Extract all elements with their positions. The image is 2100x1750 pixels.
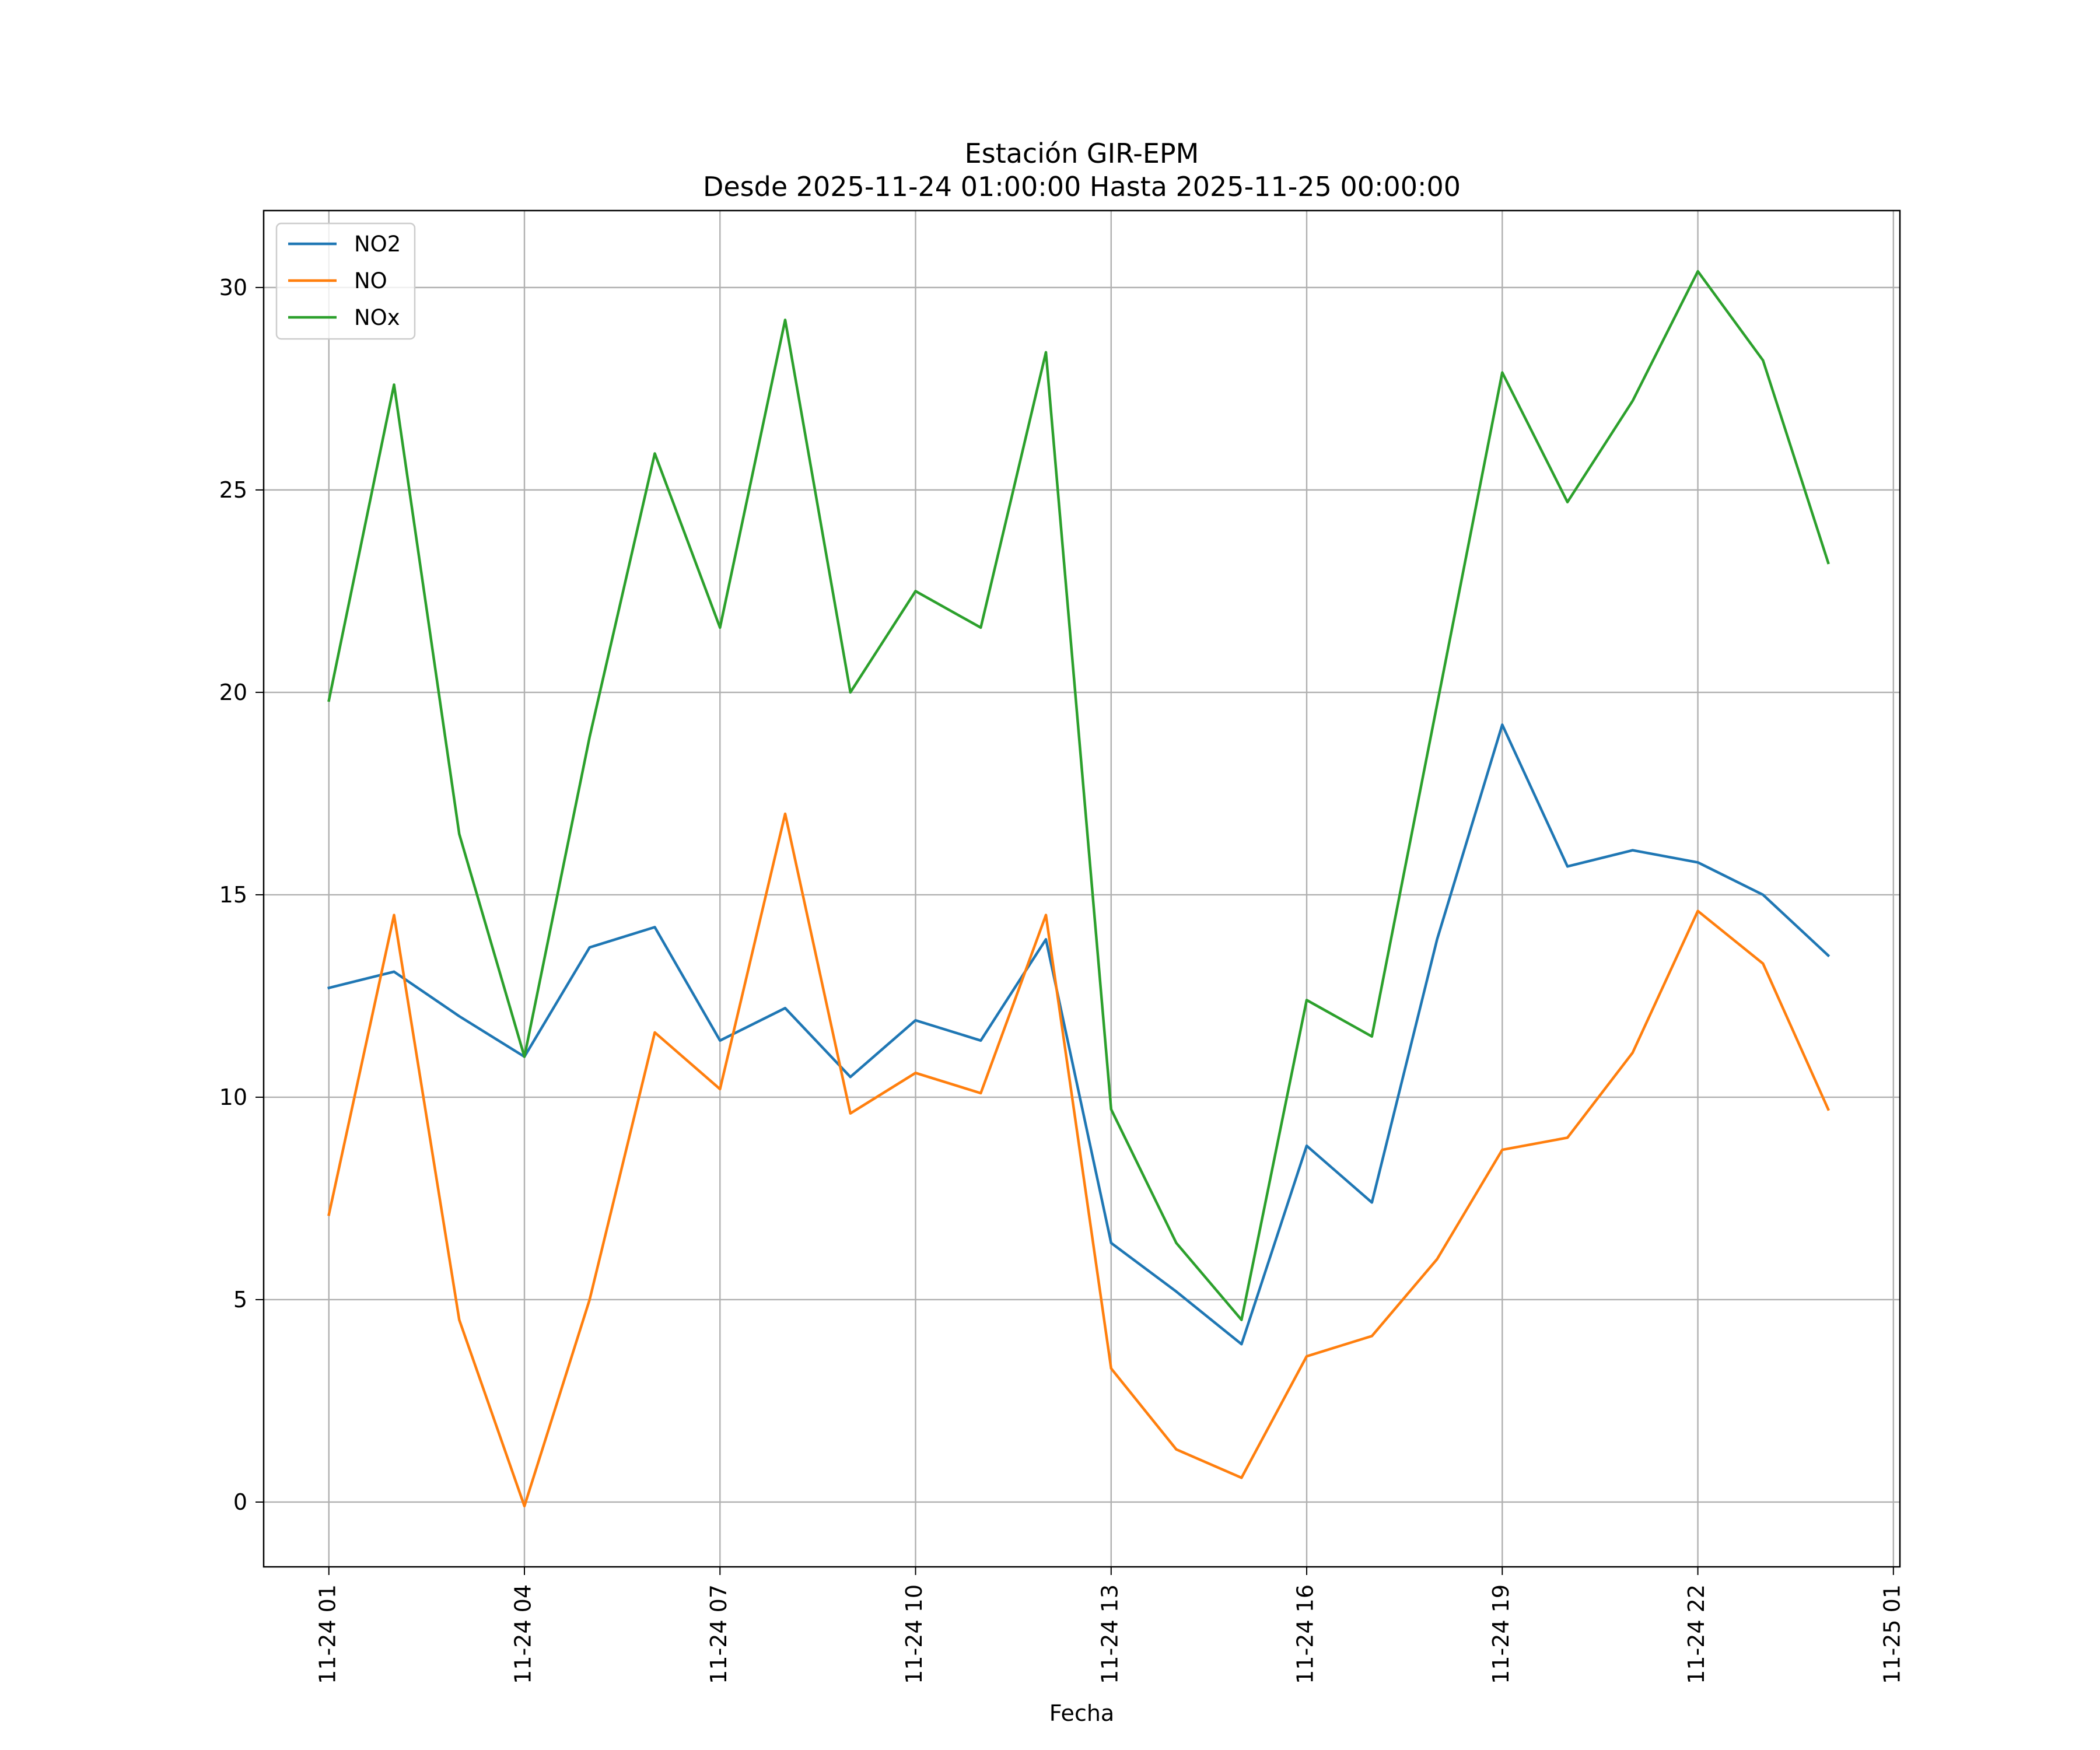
legend-box — [275, 222, 416, 340]
grid-layer — [264, 211, 1900, 1567]
x-tick-label: 11-24 22 — [1684, 1584, 1709, 1684]
y-tick-label: 0 — [233, 1489, 247, 1515]
y-tick-label: 5 — [233, 1287, 247, 1312]
legend-label-no: NO — [354, 268, 387, 293]
y-tick-label: 30 — [219, 275, 247, 300]
tick-layer: 11-24 01 11-24 04 11-24 07 11-24 10 11-24 13… — [219, 275, 1905, 1684]
plot-area-frame — [262, 209, 1901, 1568]
legend-label-nox: NOx — [354, 305, 400, 330]
chart-subtitle: Desde 2025-11-24 01:00:00 Hasta 2025-11-… — [703, 171, 1461, 202]
series-layer — [327, 270, 1831, 1508]
series-line-no — [327, 812, 1831, 1508]
x-tick-label: 11-24 13 — [1097, 1584, 1122, 1684]
x-tick-label: 11-24 04 — [510, 1584, 536, 1684]
x-tick-label: 11-24 07 — [706, 1584, 732, 1684]
chart-title: Estación GIR-EPM — [965, 138, 1199, 169]
x-tick-label: 11-24 16 — [1293, 1584, 1318, 1684]
y-tick-label: 25 — [219, 477, 247, 503]
x-tick-label: 11-24 19 — [1488, 1584, 1514, 1684]
x-tick-label: 11-25 01 — [1879, 1584, 1905, 1684]
y-tick-label: 15 — [219, 882, 247, 908]
legend: NO2 NO NOx — [275, 222, 416, 340]
x-tick-label: 11-24 10 — [901, 1584, 927, 1684]
series-line-no2 — [327, 723, 1831, 1346]
x-axis-label: Fecha — [1049, 1700, 1114, 1726]
legend-label-no2: NO2 — [354, 232, 401, 257]
series-line-nox — [327, 270, 1830, 1321]
y-tick-label: 10 — [219, 1084, 247, 1110]
y-tick-label: 20 — [219, 680, 247, 705]
x-tick-label: 11-24 01 — [314, 1584, 340, 1684]
